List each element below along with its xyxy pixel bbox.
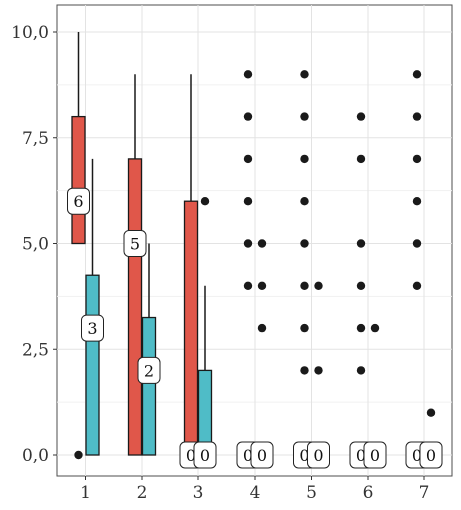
median-label-box — [363, 441, 387, 469]
outlier-point — [74, 450, 83, 460]
box-group — [314, 281, 323, 375]
box-group — [300, 70, 309, 375]
median-label-text: 3 — [87, 319, 97, 338]
box-group — [141, 243, 157, 456]
median-label-text: 0 — [370, 446, 380, 465]
median-label-box — [419, 441, 443, 469]
outlier-point — [412, 197, 422, 206]
box-group — [197, 197, 213, 456]
median-label-box — [123, 230, 147, 257]
median-label: 0 — [250, 441, 274, 469]
y-tick-label: 0,0 — [22, 446, 49, 466]
x-tick-label: 2 — [137, 483, 148, 503]
outlier-point — [356, 112, 366, 121]
outlier-point — [243, 112, 253, 121]
median-label-text: 0 — [299, 446, 309, 465]
median-label-text: 0 — [257, 446, 267, 465]
median-label-text: 0 — [412, 446, 422, 465]
x-tick-label: 1 — [80, 483, 91, 503]
outlier-point — [300, 112, 309, 121]
grid-layer — [56, 4, 453, 477]
median-label: 0 — [419, 441, 443, 469]
median-label-box — [193, 441, 217, 469]
outlier-point — [426, 408, 436, 417]
outlier-point — [300, 239, 309, 248]
x-tick-label: 7 — [419, 483, 430, 503]
box-group — [426, 408, 436, 417]
outlier-point — [356, 366, 366, 375]
x-tick-label: 4 — [250, 483, 261, 503]
outlier-point — [412, 239, 422, 248]
outlier-point — [257, 239, 267, 248]
outlier-point — [243, 197, 253, 206]
median-label-text: 0 — [356, 446, 366, 465]
box-group — [356, 112, 366, 375]
outlier-point — [356, 239, 366, 248]
box-group — [183, 74, 199, 456]
median-label-text: 0 — [313, 446, 323, 465]
median-label-text: 0 — [186, 446, 196, 465]
axis-layer: 0,0 2,5 5,0 7,5 10,0 1 2 3 4 5 6 7 — [11, 23, 429, 503]
median-label-text: 5 — [130, 235, 140, 254]
outlier-point — [356, 154, 366, 164]
box-rect — [85, 274, 100, 456]
outlier-point — [257, 323, 267, 333]
median-label-text: 0 — [200, 446, 210, 465]
y-tick-label: 2,5 — [22, 340, 49, 360]
median-label: 6 — [67, 187, 90, 215]
median-label-box — [307, 441, 330, 469]
median-label-box — [250, 441, 274, 469]
box-rect — [183, 200, 199, 456]
outlier-point — [314, 281, 323, 290]
outlier-point — [257, 281, 267, 290]
outlier-point — [300, 366, 309, 375]
y-tick-label: 10,0 — [11, 23, 49, 43]
median-label-text: 2 — [144, 361, 154, 380]
x-tick-label: 5 — [306, 483, 317, 503]
outlier-point — [300, 197, 309, 206]
median-label: 0 — [363, 441, 387, 469]
outlier-point — [370, 323, 380, 333]
box-rect — [71, 115, 86, 245]
median-label: 3 — [81, 314, 104, 342]
outlier-point — [300, 70, 309, 79]
outlier-point — [300, 323, 309, 333]
outlier-point — [356, 323, 366, 333]
median-label-text: 6 — [73, 192, 83, 211]
outlier-point — [200, 197, 210, 206]
median-label: 5 — [123, 230, 147, 257]
outlier-point — [243, 239, 253, 248]
y-tick-label: 7,5 — [22, 129, 49, 149]
x-tick-label: 3 — [193, 483, 204, 503]
outlier-point — [412, 281, 422, 290]
median-label-box — [81, 314, 104, 342]
box-rect — [141, 316, 157, 456]
box-rect — [127, 158, 143, 456]
outlier-point — [300, 281, 309, 290]
median-label-box — [137, 356, 161, 384]
outlier-point — [243, 70, 253, 79]
y-tick-label: 5,0 — [22, 235, 49, 255]
outlier-point — [243, 281, 253, 290]
outlier-point — [412, 154, 422, 164]
median-label: 2 — [137, 356, 161, 384]
outlier-point — [243, 154, 253, 164]
median-label: 0 — [307, 441, 330, 469]
median-label-text: 0 — [426, 446, 436, 465]
outlier-point — [412, 112, 422, 121]
median-label-text: 0 — [243, 446, 253, 465]
box-group — [243, 70, 253, 290]
box-group — [257, 239, 267, 333]
median-label-box — [67, 187, 90, 215]
outlier-point — [300, 154, 309, 164]
outlier-point — [356, 281, 366, 290]
box-group — [370, 323, 380, 333]
median-label: 0 — [193, 441, 217, 469]
outlier-point — [314, 366, 323, 375]
x-tick-label: 6 — [363, 483, 374, 503]
outlier-point — [412, 70, 422, 79]
box-group — [412, 70, 422, 290]
